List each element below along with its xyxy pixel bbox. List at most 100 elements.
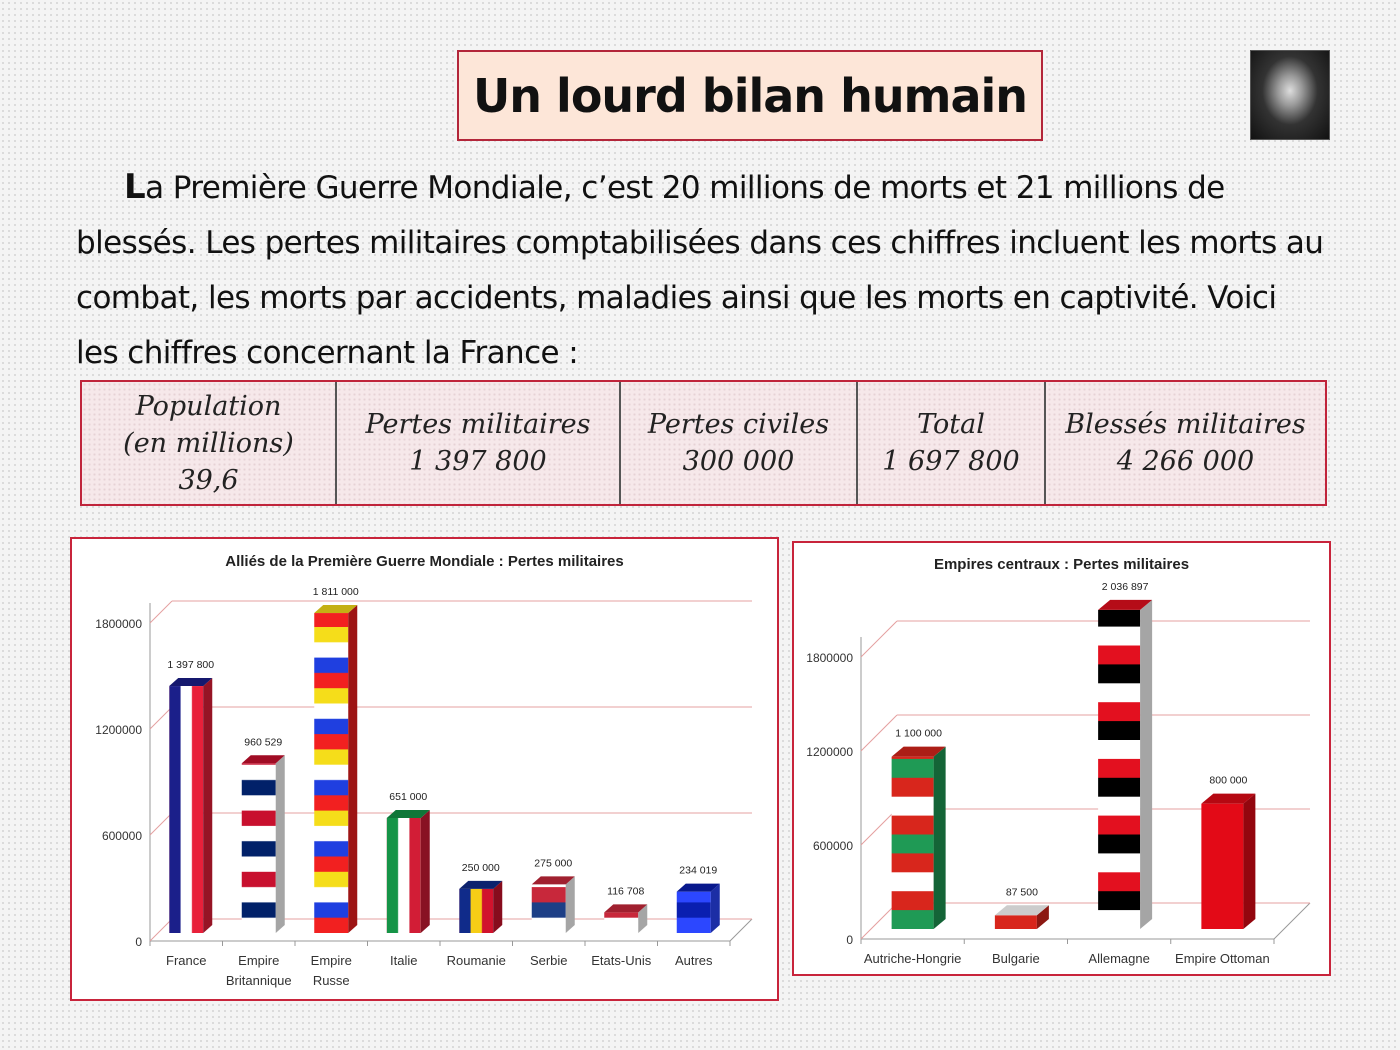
data-label: 960 529: [244, 736, 282, 748]
stat-value: 1 397 800: [409, 446, 547, 477]
bar-side: [348, 605, 358, 933]
stat-label-unit: (en millions): [123, 427, 294, 459]
bar-top: [676, 883, 720, 892]
x-tick-label: Roumanie: [447, 953, 506, 968]
gridline-diagonal: [149, 918, 173, 942]
intro-paragraph: La Première Guerre Mondiale, c’est 20 mi…: [76, 160, 1326, 381]
bar: [676, 891, 711, 933]
bar: [386, 817, 421, 933]
bar-side: [933, 746, 946, 929]
bar: [169, 686, 204, 933]
bar: [241, 763, 276, 933]
y-tick-label: 600000: [102, 829, 142, 843]
title-box: Un lourd bilan humain: [457, 50, 1043, 141]
chart-title: Empires centraux : Pertes militaires: [934, 556, 1189, 573]
stat-cell-population: Population (en millions) 39,6: [82, 382, 337, 504]
bar: [1098, 609, 1141, 929]
bar-top: [994, 905, 1049, 916]
stat-label: Pertes militaires: [365, 409, 591, 440]
data-label: 116 708: [607, 885, 644, 897]
data-label: 275 000: [534, 857, 572, 869]
bar-top: [531, 876, 575, 885]
stat-cell-military: Pertes militaires 1 397 800: [337, 382, 621, 504]
chart-title: Alliés de la Première Guerre Mondiale : …: [225, 553, 624, 570]
bar-top: [604, 904, 648, 913]
lead-letter: L: [124, 167, 146, 207]
data-label: 234 019: [679, 865, 717, 877]
stat-cell-civil: Pertes civiles 300 000: [621, 382, 858, 504]
bar-top: [1098, 599, 1153, 610]
x-tick-label: Italie: [390, 953, 417, 968]
data-label: 651 000: [389, 791, 427, 803]
central-chart-svg: Empires centraux : Pertes militaires 0 600…: [806, 556, 1311, 966]
floor-edge: [1273, 902, 1311, 940]
france-stats-table: Population (en millions) 39,6 Pertes mil…: [80, 380, 1327, 506]
data-label: 1 811 000: [313, 586, 359, 598]
x-tick-label: Serbie: [530, 953, 568, 968]
data-label: 2 036 897: [1102, 581, 1149, 593]
central-powers-chart: Empires centraux : Pertes militaires 0 600…: [792, 541, 1331, 976]
bar: [994, 915, 1037, 929]
gridline-diagonal: [860, 902, 898, 940]
bar: [604, 912, 639, 933]
intro-text: a Première Guerre Mondiale, c’est 20 mil…: [76, 170, 1324, 371]
gridline-diagonal: [860, 620, 898, 658]
y-tick-label: 1800000: [95, 617, 142, 631]
stat-value: 39,6: [178, 464, 239, 496]
stat-label: Population: [135, 390, 282, 422]
bar-top: [1201, 793, 1256, 804]
bar-top: [169, 678, 213, 687]
stat-value: 4 266 000: [1116, 446, 1255, 477]
y-tick-label: 0: [846, 933, 853, 947]
x-tick-label: France: [166, 953, 206, 968]
gridline-diagonal: [860, 714, 898, 752]
y-tick-label: 1200000: [95, 723, 142, 737]
gridline-diagonal: [860, 808, 898, 846]
stat-value: 1 697 800: [882, 446, 1020, 477]
bar-top: [891, 746, 946, 757]
portrait-photo: [1250, 50, 1330, 140]
x-tick-label: Allemagne: [1088, 951, 1149, 966]
bar-side: [1140, 599, 1153, 929]
data-label: 1 397 800: [167, 659, 214, 671]
data-label: 87 500: [1006, 886, 1038, 898]
x-tick-label: Etats-Unis: [591, 953, 651, 968]
allies-chart: Alliés de la Première Guerre Mondiale : …: [70, 537, 779, 1001]
gridline-diagonal: [149, 600, 173, 624]
x-tick-label: Autriche-Hongrie: [864, 951, 962, 966]
x-tick-label: Empire: [311, 953, 352, 968]
bar-top: [314, 605, 358, 614]
bar-side: [493, 880, 503, 933]
x-tick-label: Bulgarie: [992, 951, 1040, 966]
bar: [531, 884, 566, 933]
data-label: 250 000: [462, 862, 500, 874]
gridline-diagonal: [149, 812, 173, 836]
bar-top: [386, 809, 430, 818]
gridline-diagonal: [149, 706, 173, 730]
x-tick-label: Empire Ottoman: [1175, 951, 1270, 966]
x-tick-label: Empire: [238, 953, 279, 968]
stat-label: Total: [917, 409, 985, 440]
x-tick-label: Russe: [313, 973, 350, 988]
x-tick-label: Britannique: [226, 973, 292, 988]
bar-side: [275, 755, 285, 933]
bar-top: [241, 755, 285, 764]
bar-side: [1036, 905, 1049, 929]
data-label: 800 000: [1209, 775, 1247, 787]
bar: [891, 756, 934, 929]
y-tick-label: 0: [135, 935, 142, 949]
page-title: Un lourd bilan humain: [472, 68, 1028, 123]
bar-side: [1243, 793, 1256, 929]
y-tick-label: 1200000: [806, 745, 853, 759]
bar: [459, 888, 494, 933]
data-label: 1 100 000: [895, 728, 942, 740]
stat-label: Pertes civiles: [647, 409, 830, 440]
x-tick-label: Autres: [675, 953, 713, 968]
stat-value: 300 000: [682, 446, 795, 477]
bar-side: [565, 876, 575, 933]
floor-edge: [729, 918, 753, 942]
stat-cell-total: Total 1 697 800: [858, 382, 1046, 504]
y-tick-label: 600000: [813, 839, 853, 853]
bar: [1201, 803, 1244, 929]
allies-chart-svg: Alliés de la Première Guerre Mondiale : …: [95, 553, 753, 988]
